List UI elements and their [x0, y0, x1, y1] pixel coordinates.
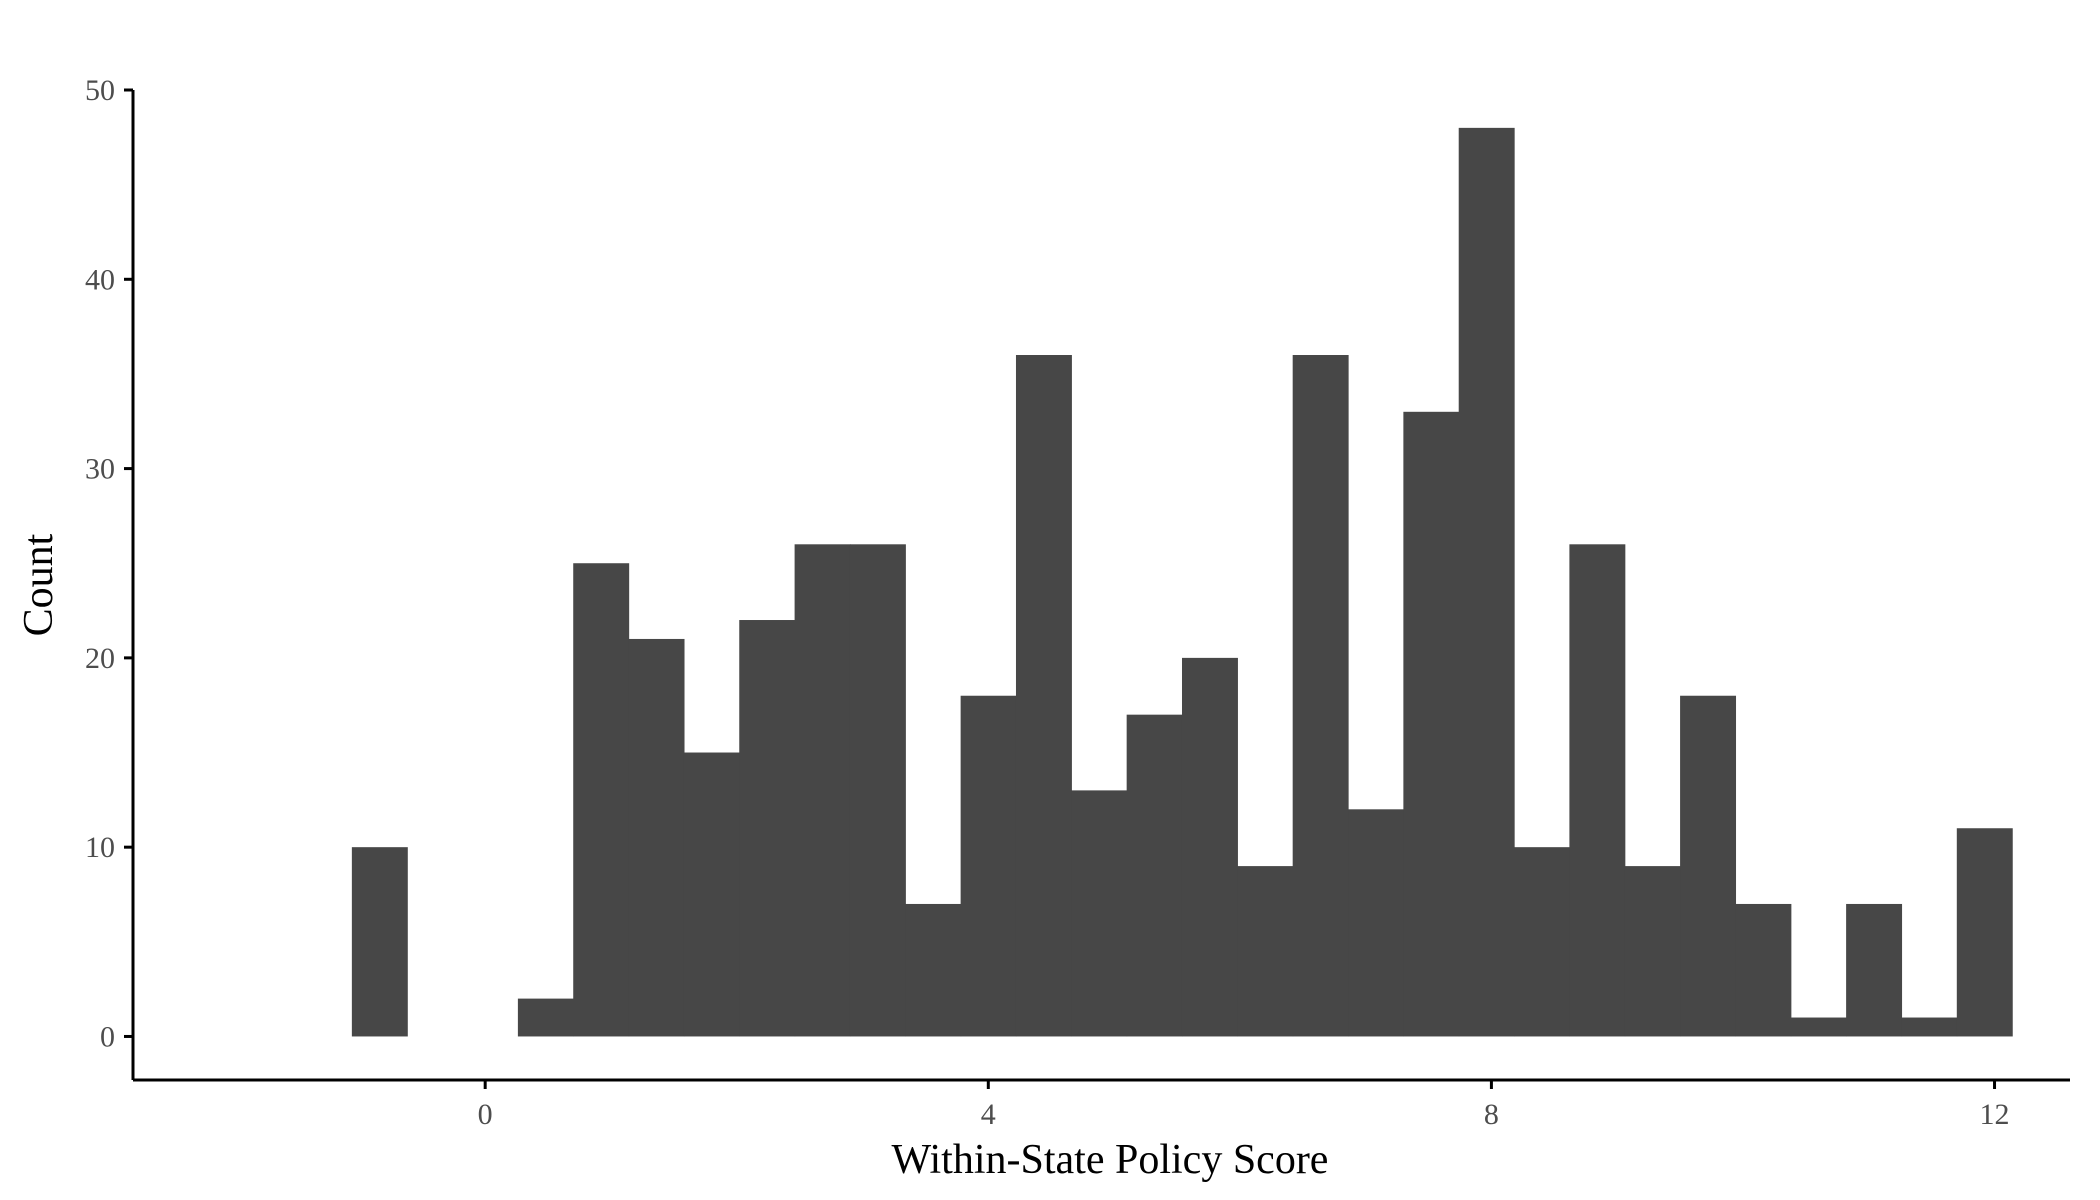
- histogram-bar-25: [1735, 903, 1792, 1037]
- histogram-bar-20: [1458, 127, 1515, 1037]
- histogram-bars: [351, 127, 2013, 1037]
- histogram-bar-14: [1126, 714, 1183, 1037]
- histogram-bar-23: [1624, 866, 1681, 1037]
- histogram-bar-8: [794, 544, 851, 1037]
- histogram-bar-9: [849, 544, 906, 1037]
- histogram-bar-19: [1403, 411, 1460, 1037]
- histogram-bar-13: [1071, 790, 1128, 1037]
- histogram-bar-26: [1790, 1017, 1847, 1037]
- histogram-bar-18: [1348, 809, 1404, 1037]
- histogram-bar-4: [573, 563, 630, 1037]
- histogram-bar-10: [905, 903, 962, 1037]
- x-axis-title: Within-State Policy Score: [892, 1137, 1329, 1183]
- y-tick-label-10: 10: [85, 831, 115, 864]
- y-tick-label-40: 40: [85, 263, 115, 296]
- histogram-bar-6: [683, 752, 740, 1037]
- histogram-bar-5: [628, 638, 685, 1037]
- histogram-bar-11: [960, 695, 1017, 1037]
- histogram-bar-27: [1846, 903, 1903, 1037]
- histogram-bar-17: [1292, 355, 1349, 1037]
- histogram-bar-24: [1680, 695, 1737, 1037]
- histogram-bar-28: [1901, 1017, 1958, 1037]
- histogram-bar-22: [1569, 544, 1626, 1037]
- y-tick-label-30: 30: [85, 453, 115, 486]
- x-tick-label-0: 0: [478, 1098, 493, 1131]
- x-tick-label-4: 4: [981, 1098, 996, 1131]
- histogram-bar-16: [1237, 866, 1294, 1037]
- histogram-bar-21: [1514, 847, 1570, 1037]
- y-tick-label-0: 0: [100, 1020, 115, 1053]
- x-tick-label-8: 8: [1484, 1098, 1499, 1131]
- histogram-bar-0: [351, 847, 408, 1037]
- y-axis-ticks: 0 10 20 30 40 50: [85, 74, 133, 1053]
- histogram-bar-29: [1956, 828, 2013, 1037]
- histogram-bar-3: [517, 998, 574, 1037]
- histogram-bar-7: [739, 620, 796, 1037]
- histogram-bar-15: [1181, 657, 1238, 1037]
- x-tick-label-12: 12: [1980, 1098, 2010, 1131]
- y-axis-title: Count: [16, 533, 62, 636]
- x-axis-ticks: 0 4 8 12: [478, 1080, 2010, 1131]
- histogram-bar-12: [1015, 355, 1072, 1037]
- y-tick-label-20: 20: [85, 642, 115, 675]
- y-tick-label-50: 50: [85, 74, 115, 107]
